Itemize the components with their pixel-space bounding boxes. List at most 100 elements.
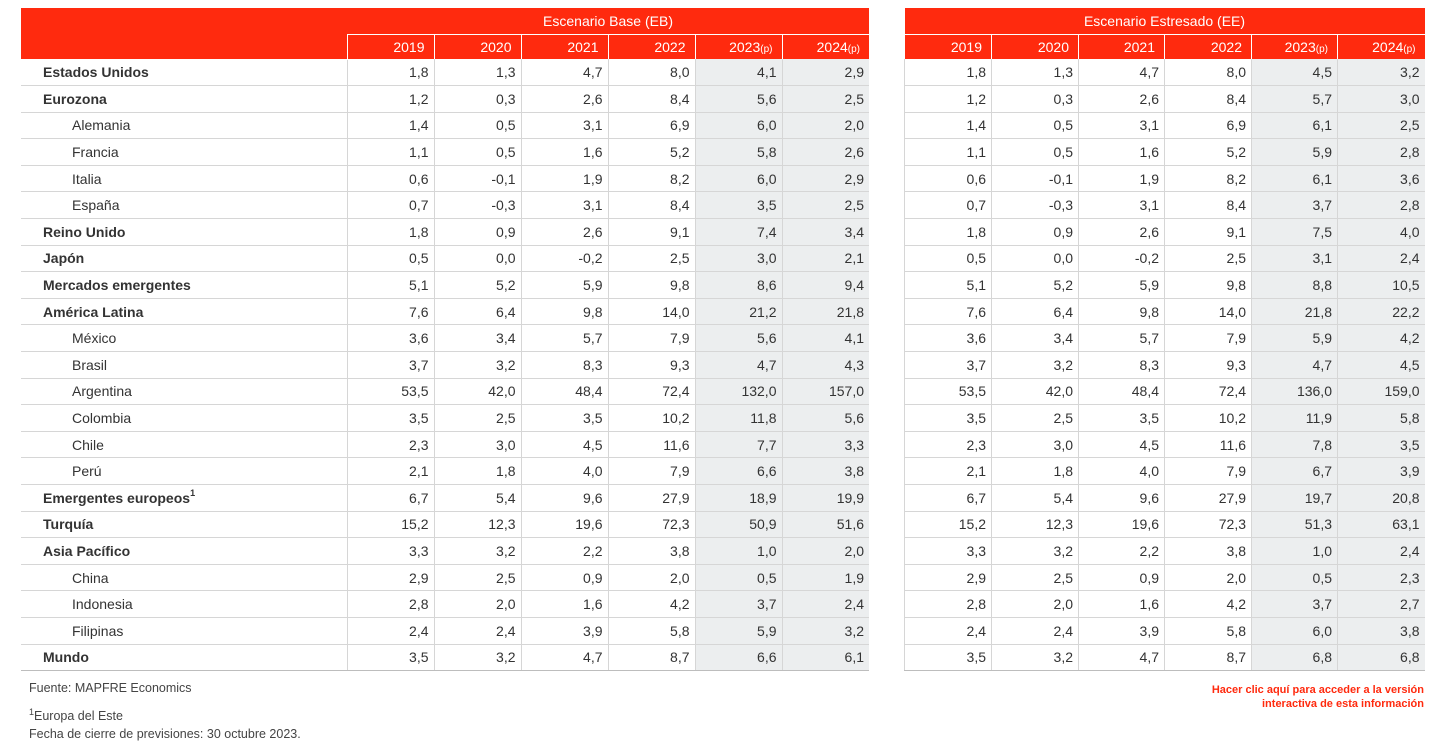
year-label: 2022 — [654, 38, 686, 55]
table-row: Chile 2,3 3,0 4,5 11,6 7,7 3,3 — [21, 431, 870, 459]
stress-value-cell: 2,0 — [991, 590, 1079, 618]
year-label: 2024 — [816, 38, 848, 55]
row-label: Eurozona — [21, 85, 347, 113]
stress-value-cell: 4,0 — [1078, 457, 1165, 485]
base-value-cell: 4,2 — [607, 590, 695, 618]
base-value-cell: 2,0 — [433, 590, 521, 618]
row-label-text: China — [72, 569, 109, 586]
base-value-cell: 2,4 — [346, 617, 434, 645]
row-label-text: Asia Pacífico — [43, 542, 131, 559]
stress-value-cell: 14,0 — [1164, 298, 1252, 326]
stress-value-cell: 22,2 — [1336, 298, 1425, 326]
row-label-text: Turquía — [43, 516, 94, 533]
stress-value-cell: 6,1 — [1251, 112, 1338, 140]
stress-value-cell: 21,8 — [1251, 298, 1338, 326]
base-value-cell: 5,8 — [607, 617, 695, 645]
stress-scenario-title: Escenario Estresado (EE) — [904, 8, 1425, 35]
stress-value-cell: 0,7 — [904, 191, 992, 220]
base-value-cell: 132,0 — [694, 378, 782, 406]
stress-value-cell: 0,6 — [904, 165, 992, 193]
stress-value-cell: 2,7 — [1336, 590, 1425, 618]
base-value-cell: 3,5 — [346, 404, 434, 432]
stress-value-cell: 9,6 — [1078, 484, 1165, 512]
base-value-cell: 21,2 — [694, 298, 782, 326]
base-value-cell: -0,3 — [433, 191, 521, 220]
table-row: México 3,6 3,4 5,7 7,9 5,6 4,1 — [21, 324, 870, 353]
base-value-cell: 3,1 — [520, 191, 608, 220]
base-value-cell: 6,6 — [694, 644, 782, 672]
stress-value-cell: 2,2 — [1078, 537, 1165, 565]
stress-value-cell: 1,8 — [991, 457, 1079, 485]
table-row: 3,5 2,5 3,5 10,2 11,9 5,8 — [904, 404, 1425, 432]
stress-value-cell: 9,3 — [1164, 351, 1252, 379]
stress-value-cell: 0,5 — [991, 112, 1079, 140]
stress-value-cell: 136,0 — [1251, 378, 1338, 406]
row-label: Argentina — [21, 378, 347, 406]
base-value-cell: 19,9 — [781, 484, 870, 512]
table-row: 2,8 2,0 1,6 4,2 3,7 2,7 — [904, 590, 1425, 618]
stress-value-cell: 3,8 — [1164, 537, 1252, 565]
base-value-cell: 1,4 — [346, 112, 434, 140]
stress-value-cell: 5,9 — [1078, 271, 1165, 299]
stress-value-cell: 4,5 — [1251, 59, 1338, 87]
stress-value-cell: 6,8 — [1336, 644, 1425, 672]
stress-year-header: 2023(p) — [1251, 34, 1338, 59]
base-value-cell: 72,4 — [607, 378, 695, 406]
row-label-text: Brasil — [72, 356, 108, 373]
row-label: Italia — [21, 165, 347, 193]
table-row: 3,3 3,2 2,2 3,8 1,0 2,4 — [904, 537, 1425, 565]
stress-value-cell: 3,0 — [991, 431, 1079, 459]
base-value-cell: 3,5 — [520, 404, 608, 432]
table-row: 2,1 1,8 4,0 7,9 6,7 3,9 — [904, 457, 1425, 485]
stress-value-cell: 12,3 — [991, 511, 1079, 539]
stress-value-cell: 5,2 — [991, 271, 1079, 299]
table-row: China 2,9 2,5 0,9 2,0 0,5 1,9 — [21, 564, 870, 592]
table-row: 0,6 -0,1 1,9 8,2 6,1 3,6 — [904, 165, 1425, 193]
stress-value-cell: 2,1 — [904, 457, 992, 485]
base-year-header: 2023(p) — [694, 34, 782, 59]
stress-value-cell: 6,4 — [991, 298, 1079, 326]
year-label: 2021 — [567, 38, 599, 55]
projection-suffix: (p) — [1315, 43, 1328, 55]
stress-scenario-table: Escenario Estresado (EE) 2019 2020 2021 202… — [904, 8, 1425, 672]
row-label: Francia — [21, 138, 347, 166]
base-value-cell: 3,2 — [781, 617, 870, 645]
base-value-cell: 3,6 — [346, 324, 434, 353]
table-row: 1,8 1,3 4,7 8,0 4,5 3,2 — [904, 59, 1425, 87]
stress-value-cell: 10,5 — [1336, 271, 1425, 299]
base-value-cell: 0,3 — [433, 85, 521, 113]
base-value-cell: 1,8 — [433, 457, 521, 485]
stress-value-cell: 5,2 — [1164, 138, 1252, 166]
stress-value-cell: 6,0 — [1251, 617, 1338, 645]
stress-value-cell: 2,0 — [1164, 564, 1252, 592]
interactive-version-link[interactable]: Hacer clic aquí para acceder a la versió… — [1164, 683, 1424, 711]
base-value-cell: 2,5 — [781, 191, 870, 220]
base-value-cell: 8,7 — [607, 644, 695, 672]
base-value-cell: 4,7 — [694, 351, 782, 379]
stress-value-cell: 3,2 — [991, 537, 1079, 565]
table-row: Filipinas 2,4 2,4 3,9 5,8 5,9 3,2 — [21, 617, 870, 645]
stress-value-cell: 5,8 — [1164, 617, 1252, 645]
base-value-cell: 8,4 — [607, 85, 695, 113]
stress-value-cell: 8,7 — [1164, 644, 1252, 672]
stress-value-cell: 0,3 — [991, 85, 1079, 113]
row-label-text: Chile — [72, 436, 104, 453]
footnote: 1Europa del Este — [29, 707, 123, 723]
base-value-cell: 3,0 — [694, 245, 782, 273]
table-row: Mundo 3,5 3,2 4,7 8,7 6,6 6,1 — [21, 644, 870, 672]
stress-value-cell: 2,5 — [991, 564, 1079, 592]
base-value-cell: 0,7 — [346, 191, 434, 220]
row-label: Asia Pacífico — [21, 537, 347, 565]
base-value-cell: 5,9 — [694, 617, 782, 645]
stress-value-cell: 63,1 — [1336, 511, 1425, 539]
stress-value-cell: 3,7 — [1251, 590, 1338, 618]
table-row: Francia 1,1 0,5 1,6 5,2 5,8 2,6 — [21, 138, 870, 166]
base-value-cell: 48,4 — [520, 378, 608, 406]
table-row: 2,4 2,4 3,9 5,8 6,0 3,8 — [904, 617, 1425, 645]
stress-value-cell: 7,6 — [904, 298, 992, 326]
stress-year-header: 2019 — [904, 34, 992, 59]
base-value-cell: 21,8 — [781, 298, 870, 326]
stress-value-cell: 72,4 — [1164, 378, 1252, 406]
base-value-cell: 3,1 — [520, 112, 608, 140]
base-value-cell: 4,1 — [694, 59, 782, 87]
